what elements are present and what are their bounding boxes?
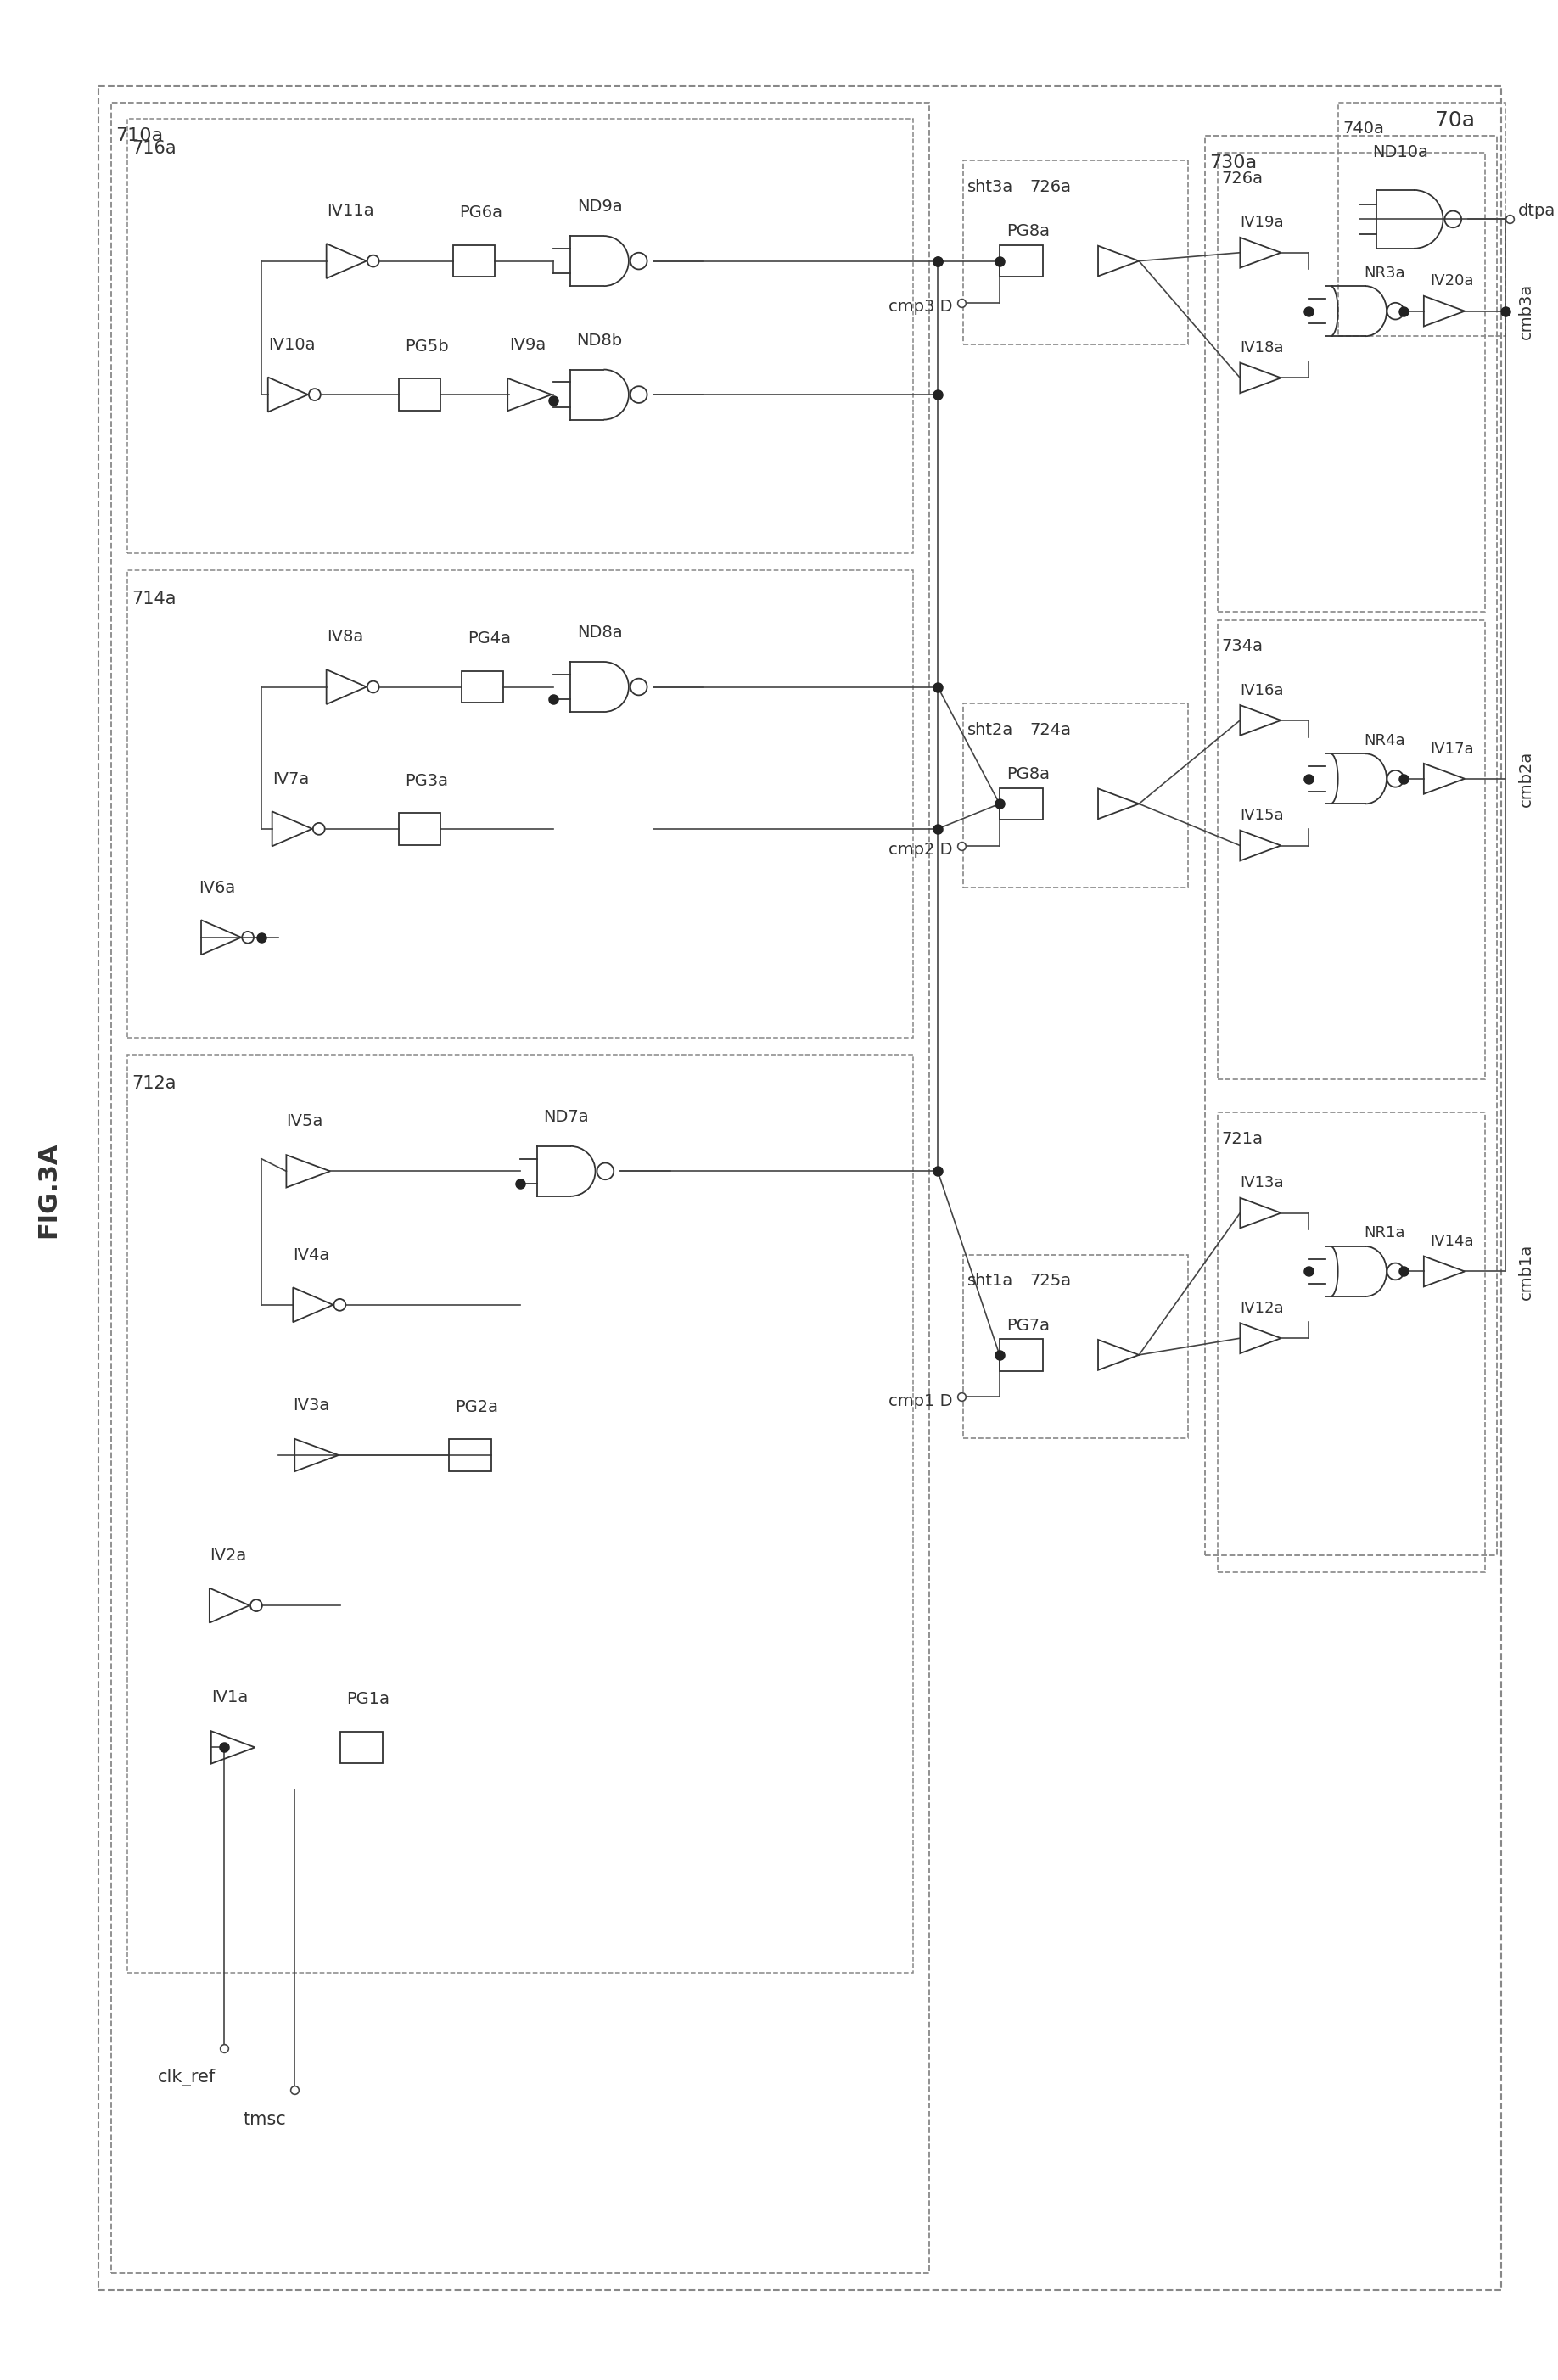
Text: IV6a: IV6a	[198, 881, 235, 895]
Text: IV20a: IV20a	[1430, 274, 1474, 288]
Bar	[453, 245, 495, 276]
Bar	[128, 119, 913, 552]
Text: ND7a: ND7a	[544, 1109, 589, 1126]
Text: IV4a: IV4a	[293, 1247, 330, 1264]
Text: cmb1a: cmb1a	[1517, 1242, 1535, 1299]
Text: IV9a: IV9a	[509, 336, 545, 352]
Text: IV10a: IV10a	[268, 336, 315, 352]
Bar	[1204, 136, 1497, 1557]
Bar	[1217, 152, 1485, 612]
Text: IV3a: IV3a	[293, 1397, 330, 1414]
Text: NR1a: NR1a	[1363, 1226, 1405, 1240]
Bar	[341, 1733, 382, 1764]
Bar	[449, 1440, 491, 1471]
Text: ND9a: ND9a	[576, 200, 622, 214]
Text: PG3a: PG3a	[405, 774, 449, 788]
Text: 726a: 726a	[1030, 178, 1072, 195]
Text: FIG.3A: FIG.3A	[36, 1142, 61, 1238]
Text: 734a: 734a	[1221, 638, 1264, 654]
Text: 721a: 721a	[1221, 1130, 1264, 1147]
Text: IV11a: IV11a	[326, 202, 374, 219]
Bar	[128, 1054, 913, 1973]
Text: PG8a: PG8a	[1006, 766, 1050, 783]
Text: 714a: 714a	[132, 590, 176, 607]
Text: cmp1 D: cmp1 D	[888, 1392, 953, 1409]
Bar	[111, 102, 930, 2273]
Bar	[1000, 788, 1042, 819]
Text: 712a: 712a	[132, 1076, 176, 1092]
Text: sht3a: sht3a	[968, 178, 1013, 195]
Text: 716a: 716a	[132, 140, 176, 157]
Text: NR3a: NR3a	[1363, 264, 1405, 281]
Text: sht2a: sht2a	[968, 721, 1013, 738]
Text: PG7a: PG7a	[1006, 1319, 1050, 1333]
Text: IV13a: IV13a	[1240, 1176, 1284, 1190]
Text: ND8b: ND8b	[576, 333, 623, 350]
Bar	[1000, 1340, 1042, 1371]
Text: cmb3a: cmb3a	[1517, 283, 1535, 340]
Text: IV14a: IV14a	[1430, 1233, 1474, 1250]
Text: NR4a: NR4a	[1363, 733, 1405, 747]
Text: clk_ref: clk_ref	[157, 2068, 215, 2087]
Text: tmsc: tmsc	[243, 2111, 287, 2128]
Text: IV1a: IV1a	[212, 1690, 248, 1706]
Text: PG6a: PG6a	[460, 205, 503, 221]
Bar	[399, 378, 441, 409]
Bar	[1217, 1114, 1485, 1573]
Text: ND8a: ND8a	[576, 626, 622, 640]
Text: IV17a: IV17a	[1430, 740, 1474, 757]
Text: dtpa: dtpa	[1517, 202, 1556, 219]
Text: 726a: 726a	[1221, 171, 1264, 188]
Text: PG8a: PG8a	[1006, 224, 1050, 240]
Bar	[1000, 245, 1042, 276]
Text: IV5a: IV5a	[287, 1114, 323, 1130]
Bar	[399, 814, 441, 845]
Text: 725a: 725a	[1030, 1273, 1072, 1290]
Text: sht1a: sht1a	[968, 1273, 1013, 1290]
Bar	[963, 162, 1189, 345]
Text: IV18a: IV18a	[1240, 340, 1284, 355]
Text: IV8a: IV8a	[326, 628, 363, 645]
Text: 710a: 710a	[115, 129, 162, 145]
Text: ND10a: ND10a	[1373, 145, 1429, 159]
Bar	[128, 569, 913, 1038]
Text: 730a: 730a	[1209, 155, 1257, 171]
Bar	[461, 671, 503, 702]
Text: PG4a: PG4a	[467, 631, 511, 647]
Text: cmb2a: cmb2a	[1517, 750, 1535, 807]
Text: IV16a: IV16a	[1240, 683, 1284, 697]
Text: 724a: 724a	[1030, 721, 1072, 738]
Bar	[1338, 102, 1505, 336]
Text: cmp3 D: cmp3 D	[888, 300, 953, 314]
Text: PG5b: PG5b	[405, 338, 449, 355]
Bar	[1217, 621, 1485, 1081]
Text: PG1a: PG1a	[346, 1692, 390, 1706]
Text: IV19a: IV19a	[1240, 214, 1284, 231]
Text: cmp2 D: cmp2 D	[888, 843, 953, 857]
Bar	[963, 1254, 1189, 1438]
Text: IV15a: IV15a	[1240, 807, 1284, 823]
Text: IV2a: IV2a	[209, 1547, 246, 1564]
Text: PG2a: PG2a	[455, 1399, 499, 1416]
Bar	[963, 704, 1189, 888]
Text: IV7a: IV7a	[273, 771, 308, 788]
Text: 70a: 70a	[1435, 112, 1474, 131]
Text: 740a: 740a	[1343, 121, 1384, 136]
Text: IV12a: IV12a	[1240, 1299, 1284, 1316]
